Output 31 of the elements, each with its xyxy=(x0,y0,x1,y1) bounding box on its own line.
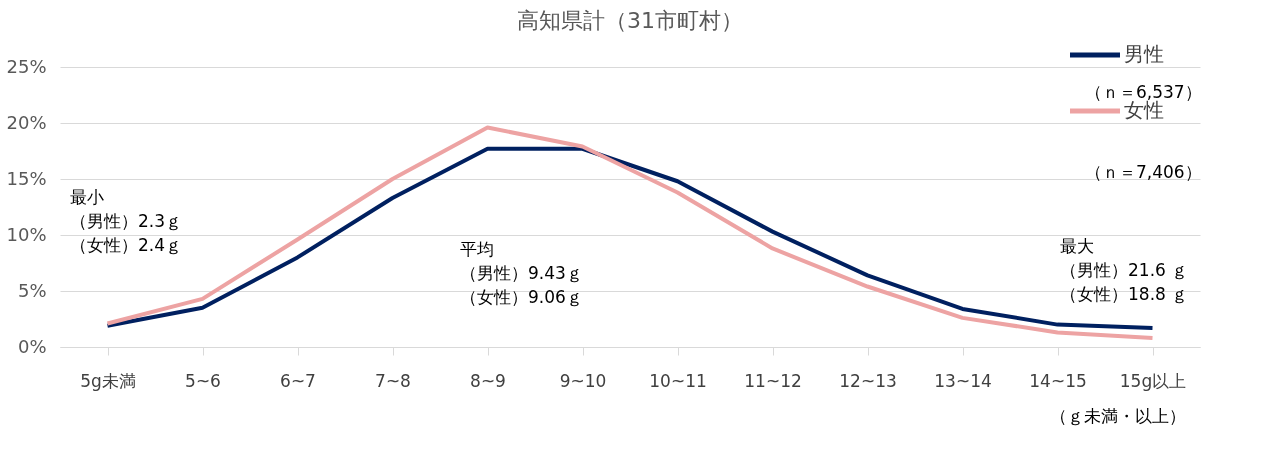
annotation: （女性）9.06ｇ xyxy=(460,287,583,307)
annotation: （ｎ＝7,406） xyxy=(1085,162,1202,182)
x-tick-label: 9~10 xyxy=(559,370,607,391)
annotation: （男性）9.43ｇ xyxy=(460,263,583,283)
x-tick-label: 14~15 xyxy=(1029,370,1087,391)
annotation: （女性）18.8 ｇ xyxy=(1060,284,1189,304)
legend-label: 男性 xyxy=(1124,42,1164,66)
annotation: 平均 xyxy=(460,239,494,259)
annotation: 最小 xyxy=(70,187,104,207)
x-tick-label: 15g以上 xyxy=(1119,370,1187,391)
chart-title: 高知県計（31市町村） xyxy=(517,8,743,33)
x-tick-label: 7~8 xyxy=(375,370,411,391)
y-tick-label: 25% xyxy=(6,55,47,77)
x-tick-label: 5~6 xyxy=(185,370,221,391)
y-tick-label: 20% xyxy=(6,111,47,133)
x-tick-label: 13~14 xyxy=(934,370,992,391)
x-tick-label: 11~12 xyxy=(744,370,802,391)
x-tick-label: 10~11 xyxy=(649,370,707,391)
y-tick-label: 5% xyxy=(17,279,47,301)
x-tick-label: 5g未満 xyxy=(80,370,136,391)
annotation: （男性）21.6 ｇ xyxy=(1060,260,1189,280)
text: （ｇ未満・以上） xyxy=(1050,406,1186,426)
y-tick-label: 10% xyxy=(6,223,47,245)
x-tick-label: 6~7 xyxy=(280,370,316,391)
annotation: （男性）2.3ｇ xyxy=(70,211,183,231)
x-tick-label: 8~9 xyxy=(470,370,506,391)
y-tick-label: 0% xyxy=(17,335,47,357)
annotation: （女性）2.4ｇ xyxy=(70,235,183,255)
x-tick-label: 12~13 xyxy=(839,370,897,391)
annotation: 最大 xyxy=(1060,236,1094,256)
y-tick-label: 15% xyxy=(6,167,47,189)
